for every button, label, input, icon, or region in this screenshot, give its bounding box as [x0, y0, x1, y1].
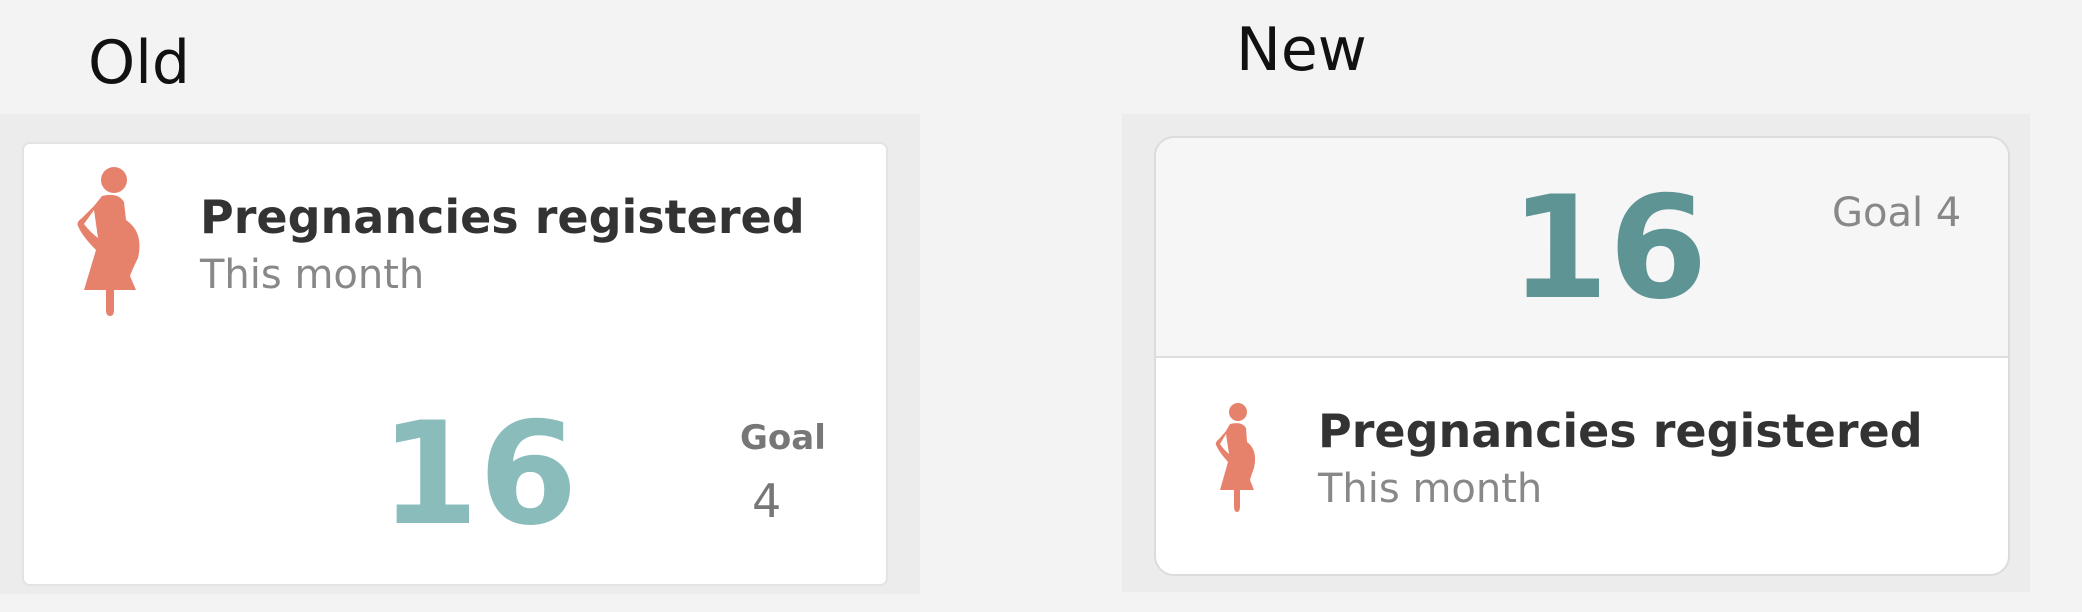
metric-title: Pregnancies registered	[1318, 404, 1923, 458]
pregnant-woman-icon	[1215, 403, 1256, 512]
metric-value: 16	[1510, 166, 1708, 331]
metric-title: Pregnancies registered	[200, 190, 805, 244]
new-metric-card[interactable]: 16 Goal 4 Pregnancies registered This mo…	[1154, 136, 2010, 576]
metric-subtitle: This month	[200, 252, 425, 298]
metric-value: 16	[380, 392, 578, 557]
old-label: Old	[88, 28, 190, 98]
metric-subtitle: This month	[1318, 466, 1543, 512]
goal-value: 4	[752, 474, 782, 528]
pregnant-woman-icon	[77, 167, 140, 316]
goal-label: Goal	[740, 418, 826, 458]
old-metric-card[interactable]: Pregnancies registered This month 16 Goa…	[22, 142, 888, 586]
new-label: New	[1236, 15, 1367, 85]
goal-text: Goal 4	[1832, 190, 1962, 236]
metric-value-section: 16 Goal 4	[1156, 138, 2008, 358]
